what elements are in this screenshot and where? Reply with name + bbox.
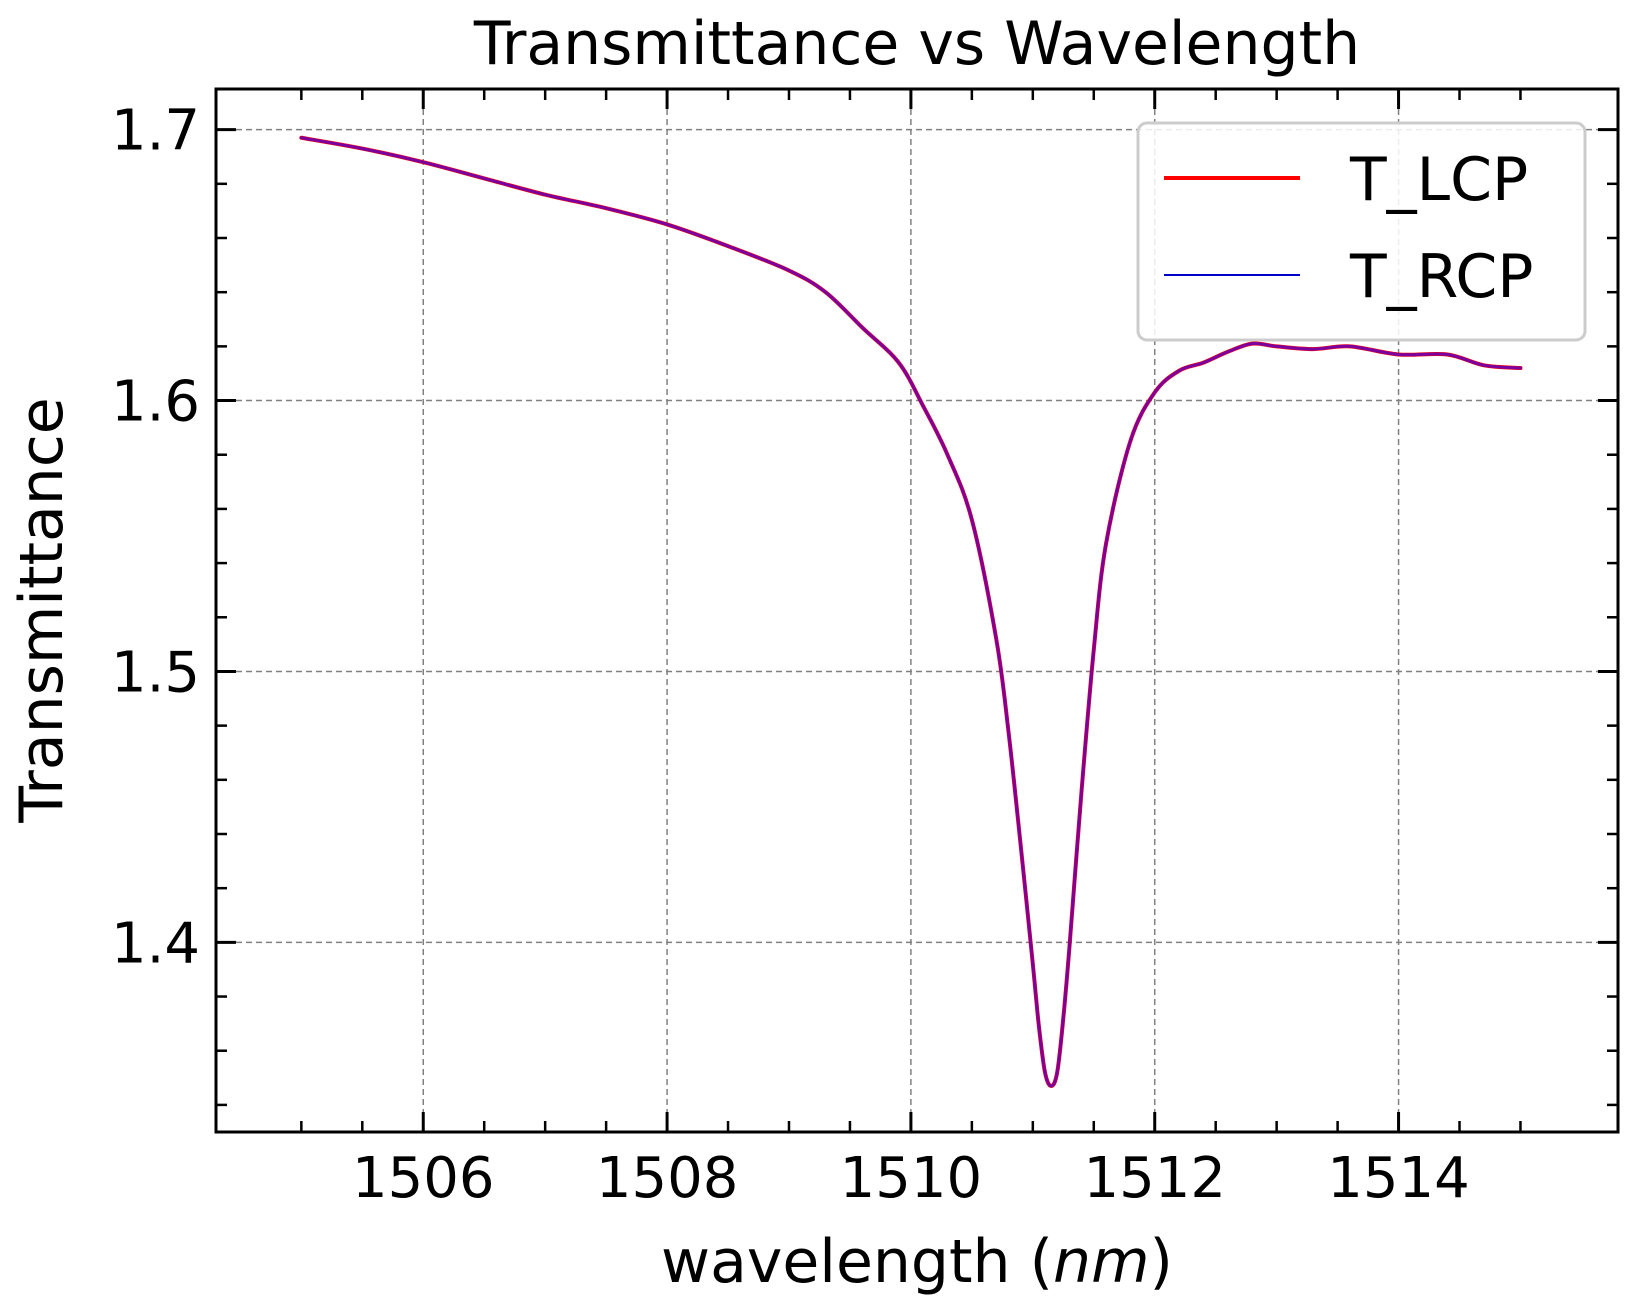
x-tick-label: 1510 — [840, 1146, 983, 1211]
legend-label-t-rcp: T_RCP — [1349, 242, 1533, 312]
plot-frame — [214, 87, 1620, 1134]
y-tick-label: 1.4 — [111, 911, 200, 976]
x-tick-labels: 1506 1508 1510 1512 1514 — [352, 1146, 1470, 1211]
x-axis-label-text: wavelength ( — [661, 1227, 1053, 1297]
x-tick-label: 1506 — [352, 1146, 495, 1211]
series-line-t-rcp — [299, 136, 1522, 1088]
chart-title: Transmittance vs Wavelength — [473, 9, 1360, 79]
x-axis-label-unit: nm — [1053, 1227, 1149, 1297]
x-axis-label-close: ) — [1150, 1227, 1173, 1297]
series-lines — [299, 135, 1523, 1088]
x-tick-label: 1514 — [1327, 1146, 1470, 1211]
y-tick-label: 1.7 — [111, 99, 200, 164]
x-tick-label: 1508 — [596, 1146, 739, 1211]
y-axis-label: Transmittance — [7, 397, 77, 823]
axis-ticks — [216, 89, 1618, 1132]
legend: T_LCP T_RCP — [1136, 121, 1587, 342]
x-axis-label: wavelength (nm) — [661, 1227, 1173, 1297]
y-tick-label: 1.6 — [111, 370, 200, 435]
y-tick-labels: 1.4 1.5 1.6 1.7 — [111, 99, 200, 977]
y-tick-label: 1.5 — [111, 640, 200, 705]
legend-label-t-lcp: T_LCP — [1349, 145, 1528, 215]
x-tick-label: 1512 — [1083, 1146, 1226, 1211]
